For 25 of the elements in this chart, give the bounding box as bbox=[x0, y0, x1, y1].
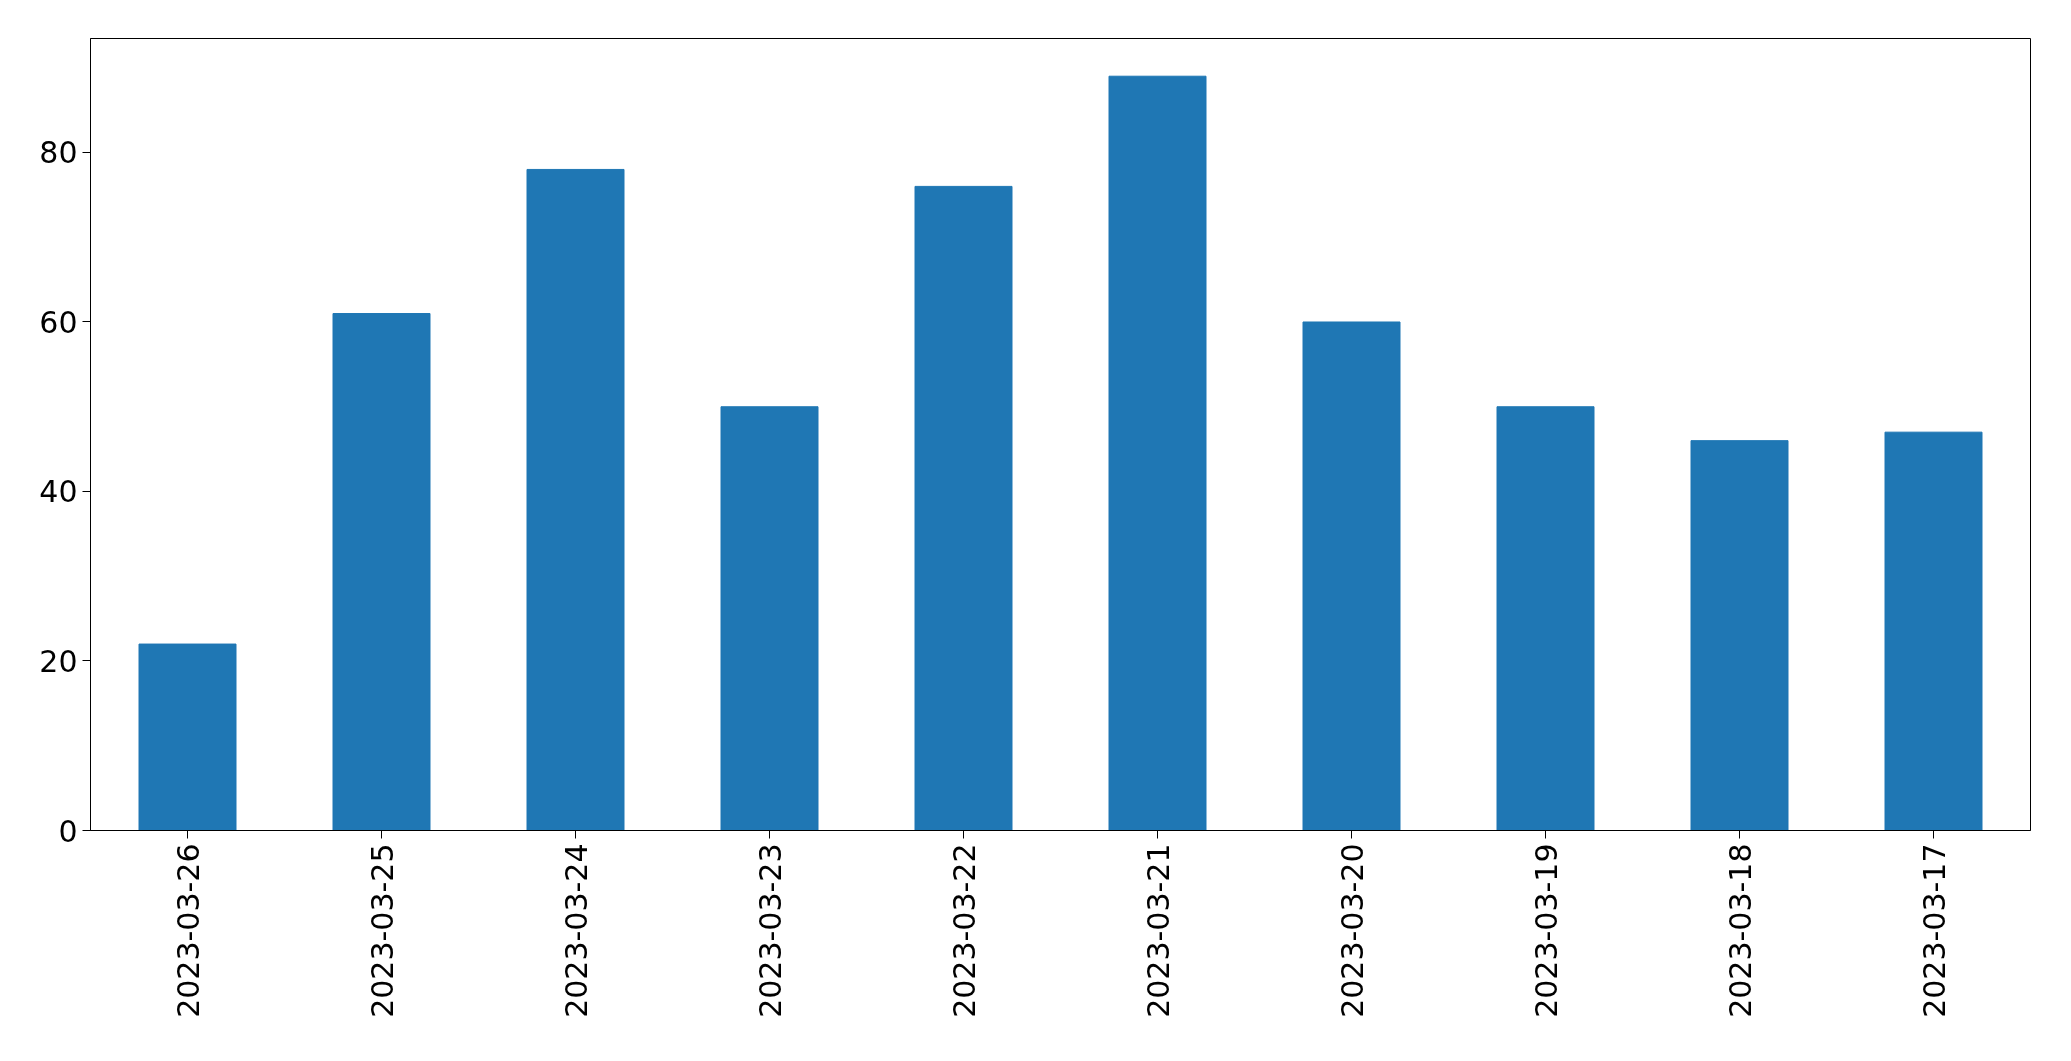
x-tick-label: 2023-03-17 bbox=[1916, 843, 1952, 1018]
x-tick-label: 2023-03-24 bbox=[558, 843, 594, 1018]
bar bbox=[332, 313, 431, 831]
y-tick-label: 80 bbox=[39, 135, 78, 171]
bar bbox=[138, 643, 237, 831]
x-tick-label: 2023-03-18 bbox=[1722, 843, 1758, 1018]
x-tick-label: 2023-03-25 bbox=[364, 843, 400, 1018]
bar bbox=[1884, 431, 1983, 831]
y-tick-label: 60 bbox=[39, 304, 78, 340]
x-tick-label: 2023-03-22 bbox=[946, 843, 982, 1018]
x-tick-label: 2023-03-23 bbox=[752, 843, 788, 1018]
x-tick-label: 2023-03-19 bbox=[1528, 843, 1564, 1018]
bar bbox=[526, 168, 625, 831]
bar bbox=[1108, 75, 1207, 831]
bar bbox=[1690, 440, 1789, 831]
x-tick-label: 2023-03-26 bbox=[170, 843, 206, 1018]
bar bbox=[1496, 406, 1595, 831]
x-tick-label: 2023-03-21 bbox=[1140, 843, 1176, 1018]
y-tick-label: 20 bbox=[39, 644, 78, 679]
bar bbox=[914, 185, 1013, 831]
x-tick-label: 2023-03-20 bbox=[1334, 843, 1370, 1018]
y-tick-label: 0 bbox=[58, 813, 78, 849]
y-tick-label: 40 bbox=[39, 474, 78, 510]
bar bbox=[1302, 321, 1401, 831]
bar bbox=[720, 406, 819, 831]
